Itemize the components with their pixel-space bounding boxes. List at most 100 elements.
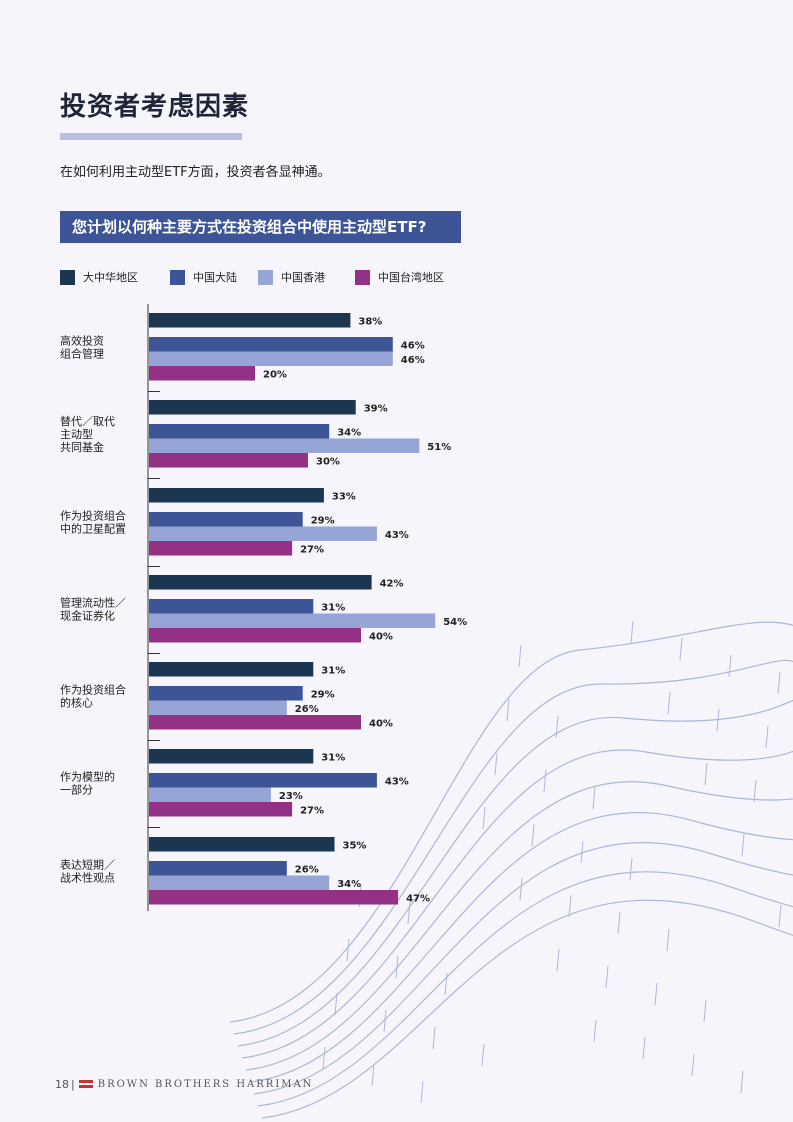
legend-swatch [258,269,273,285]
legend-swatch [60,269,75,285]
data-label: 47% [406,893,430,904]
wave-line [229,621,793,1023]
category-label: 高效投资 [60,333,104,347]
data-label: 31% [321,752,345,763]
wave-tick [691,1053,695,1077]
brand-name: BROWN BROTHERS HARRIMAN [97,1079,314,1090]
wave-tick [531,823,535,847]
wave-tick [667,691,671,715]
legend-item-hong-kong: 中国香港 [258,269,325,285]
wave-tick [556,948,560,972]
wave-line [257,871,793,1107]
wave-tick [728,654,732,678]
wave-tick [580,840,584,864]
category-label: 替代／取代 [60,414,115,428]
wave-tick [741,833,745,857]
wave-tick [716,708,720,732]
category-label: 共同基金 [60,440,104,454]
wave-line [245,781,793,1071]
data-label: 35% [343,840,367,851]
bar [149,575,372,590]
wave-tick [444,972,448,996]
data-label: 31% [321,665,345,676]
wave-tick [704,762,708,786]
data-label: 29% [311,515,335,526]
bar [149,453,308,468]
page-subtitle: 在如何利用主动型ETF方面，投资者各显神通。 [60,165,331,180]
legend-label: 中国香港 [281,271,325,284]
bar [149,802,293,817]
data-label: 29% [311,689,335,700]
legend-label: 中国台湾地区 [378,271,444,284]
category-label: 的核心 [60,695,93,709]
wave-tick [592,786,596,810]
bar [149,613,436,628]
page-footer: 18 | BROWN BROTHERS HARRIMAN [55,1078,314,1091]
wave-tick [334,992,338,1016]
data-label: 42% [380,578,404,589]
bar [149,424,330,439]
category-label: 战术性观点 [60,870,115,884]
data-label: 30% [316,456,340,467]
data-label: 34% [337,427,361,438]
bar [149,628,361,643]
wave-tick [518,644,522,668]
data-label: 26% [295,704,319,715]
legend-label: 大中华地区 [83,271,138,284]
bar [149,541,293,556]
data-label: 43% [385,776,409,787]
wave-tick [630,620,634,644]
data-label: 20% [263,369,287,380]
wave-tick [543,769,547,793]
category-label: 中的卫星配置 [60,521,126,535]
bar [149,700,287,715]
bar [149,715,361,730]
data-label: 27% [300,805,324,816]
data-label: 46% [401,340,425,351]
legend-item-taiwan: 中国台湾地区 [355,269,444,285]
wave-tick [778,904,782,928]
wave-tick [519,877,523,901]
category-label: 作为投资组合 [60,682,126,696]
legend-item-greater-china: 大中华地区 [60,269,138,285]
category-label: 表达短期／ [60,857,115,871]
wave-tick [740,1070,744,1094]
bar [149,512,303,527]
wave-tick [593,1019,597,1043]
data-label: 39% [364,403,388,414]
wave-tick [371,1063,375,1087]
footer-separator: | [71,1078,75,1091]
category-label: 管理流动性／ [60,595,126,609]
bar [149,749,314,764]
data-label: 27% [300,544,324,555]
wave-tick [679,637,683,661]
bar [149,400,356,415]
data-label: 38% [358,316,382,327]
wave-tick [395,955,399,979]
wave-tick [642,1036,646,1060]
data-label: 43% [385,530,409,541]
category-label: 一部分 [60,782,93,796]
wave-tick [494,752,498,776]
wave-tick [432,1026,436,1050]
wave-tick [629,857,633,881]
bar [149,686,303,701]
bar [149,875,330,890]
bar [149,337,393,352]
wave-tick [666,928,670,952]
bar [149,890,399,905]
legend-label: 中国大陆 [193,271,237,284]
category-label: 现金证券化 [60,608,115,622]
wave-tick [617,911,621,935]
wave-line [237,699,793,1047]
bar [149,662,314,677]
data-label: 33% [332,491,356,502]
category-label: 作为投资组合 [60,508,126,522]
category-label: 组合管理 [60,346,104,360]
wave-tick [568,894,572,918]
bar [149,861,287,876]
wave-line [249,812,793,1083]
bar [149,313,351,328]
wave-tick [346,938,350,962]
